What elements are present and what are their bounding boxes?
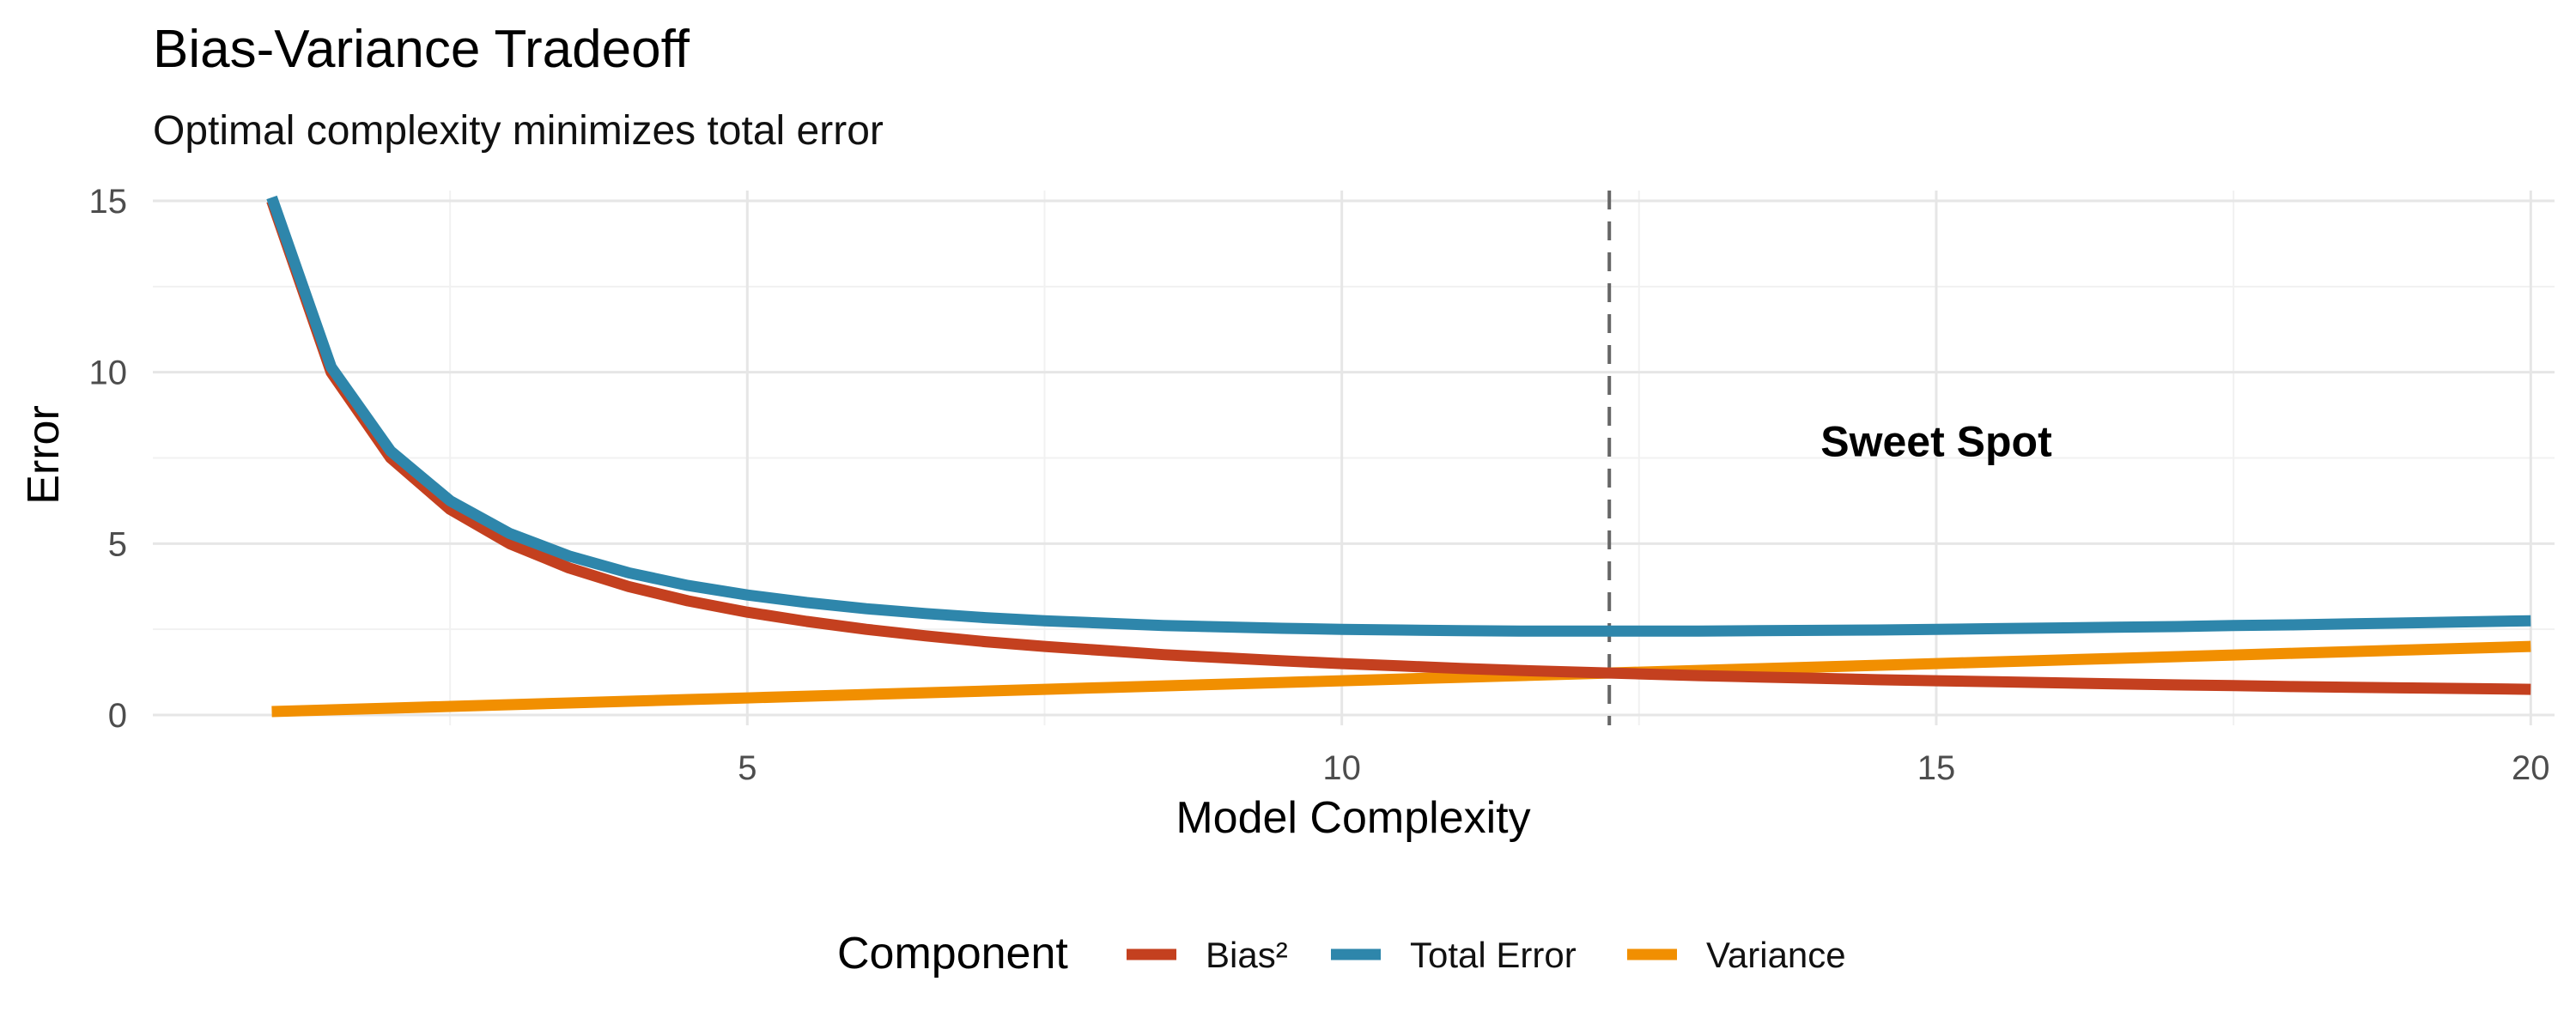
legend-label-bias: Bias² (1206, 935, 1288, 975)
legend-label-total-error: Total Error (1410, 935, 1577, 975)
grid-major (153, 191, 2555, 725)
y-axis-title: Error (19, 405, 69, 505)
y-tick-labels: 0 5 10 15 (89, 183, 128, 735)
x-axis-title: Model Complexity (1176, 793, 1530, 843)
y-tick-label-10: 10 (89, 354, 128, 392)
y-tick-label-15: 15 (89, 183, 128, 221)
series-line-bias (266, 198, 2531, 695)
x-tick-label-15: 15 (1917, 749, 1956, 787)
y-tick-label-0: 0 (108, 697, 127, 735)
series-lines (266, 195, 2531, 718)
chart-title: Bias-Variance Tradeoff (153, 20, 690, 79)
legend-items: Bias² Total Error Variance (1127, 935, 1846, 975)
legend-title: Component (837, 929, 1068, 978)
series-line-variance (271, 640, 2531, 718)
series-line-total-error (266, 195, 2531, 637)
legend: Component Bias² Total Error Variance (837, 929, 1846, 978)
x-tick-label-5: 5 (738, 749, 756, 787)
x-tick-label-10: 10 (1322, 749, 1361, 787)
chart-subtitle: Optimal complexity minimizes total error (153, 108, 884, 154)
x-tick-labels: 5 10 15 20 (738, 749, 2549, 787)
x-tick-label-20: 20 (2512, 749, 2550, 787)
grid-minor (153, 191, 2555, 725)
y-tick-label-5: 5 (108, 525, 127, 563)
legend-label-variance: Variance (1706, 935, 1846, 975)
sweet-spot-annotation: Sweet Spot (1820, 418, 2052, 466)
